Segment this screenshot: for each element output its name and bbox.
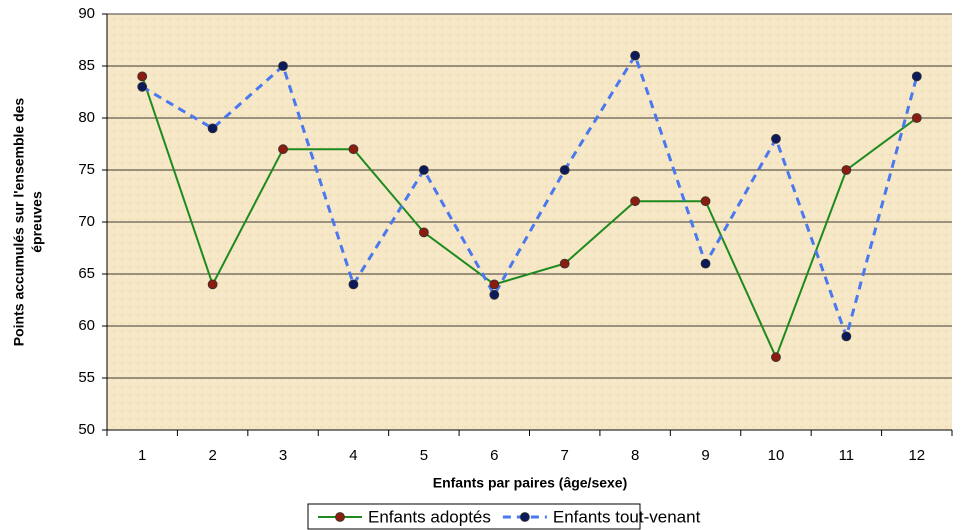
- data-point: [630, 50, 641, 61]
- data-point: [911, 71, 922, 82]
- data-point: [489, 279, 500, 290]
- data-point: [559, 258, 570, 269]
- x-axis-label: Enfants par paires (âge/sexe): [433, 475, 628, 491]
- x-tick-label: 11: [839, 447, 855, 464]
- y-axis-label: Points accumulés sur l'ensemble des: [11, 98, 27, 347]
- data-point: [278, 144, 288, 155]
- x-tick-label: 5: [420, 447, 428, 464]
- x-tick-label: 8: [631, 447, 639, 464]
- data-point: [700, 196, 711, 207]
- x-tick-label: 9: [701, 447, 709, 464]
- y-tick-label: 90: [78, 5, 95, 22]
- data-point: [700, 258, 711, 269]
- data-point: [418, 165, 429, 175]
- series-line: [141, 52, 919, 342]
- x-tick-label: 6: [490, 447, 498, 464]
- data-point: [771, 133, 781, 144]
- x-tick-label: 1: [138, 447, 146, 464]
- y-tick-label: 75: [78, 161, 95, 178]
- x-tick-label: 2: [208, 447, 216, 464]
- x-tick-label: 3: [279, 447, 287, 464]
- data-point: [559, 165, 570, 175]
- y-tick-label: 55: [78, 369, 95, 386]
- data-point: [841, 165, 852, 175]
- y-tick-label: 60: [78, 317, 95, 334]
- data-point: [489, 289, 500, 300]
- y-tick-label: 85: [78, 57, 95, 74]
- y-tick-label: 65: [78, 265, 95, 282]
- data-point: [207, 123, 218, 134]
- series-line: [141, 76, 918, 360]
- data-point: [630, 196, 641, 207]
- y-tick-label: 70: [78, 213, 95, 230]
- data-point: [137, 81, 148, 92]
- data-point: [771, 352, 781, 363]
- x-tick-label: 7: [561, 447, 569, 464]
- data-point: [841, 331, 852, 342]
- x-tick-label: 10: [768, 447, 785, 464]
- data-point: [911, 113, 922, 123]
- legend-label: Enfants tout-venant: [553, 507, 701, 526]
- data-point: [348, 144, 359, 155]
- x-tick-label: 12: [908, 447, 925, 464]
- data-point: [137, 71, 148, 82]
- y-tick-label: 80: [78, 109, 95, 126]
- legend-marker: [519, 512, 530, 522]
- data-point: [207, 279, 218, 290]
- legend: [307, 503, 641, 530]
- y-tick-label: 50: [78, 421, 95, 438]
- y-axis-label: épreuves: [29, 191, 45, 253]
- legend-label: Enfants adoptés: [368, 507, 491, 526]
- data-point: [348, 279, 359, 290]
- legend-marker: [335, 512, 345, 522]
- x-tick-label: 4: [349, 447, 357, 464]
- data-point: [278, 61, 288, 71]
- data-point: [418, 227, 429, 238]
